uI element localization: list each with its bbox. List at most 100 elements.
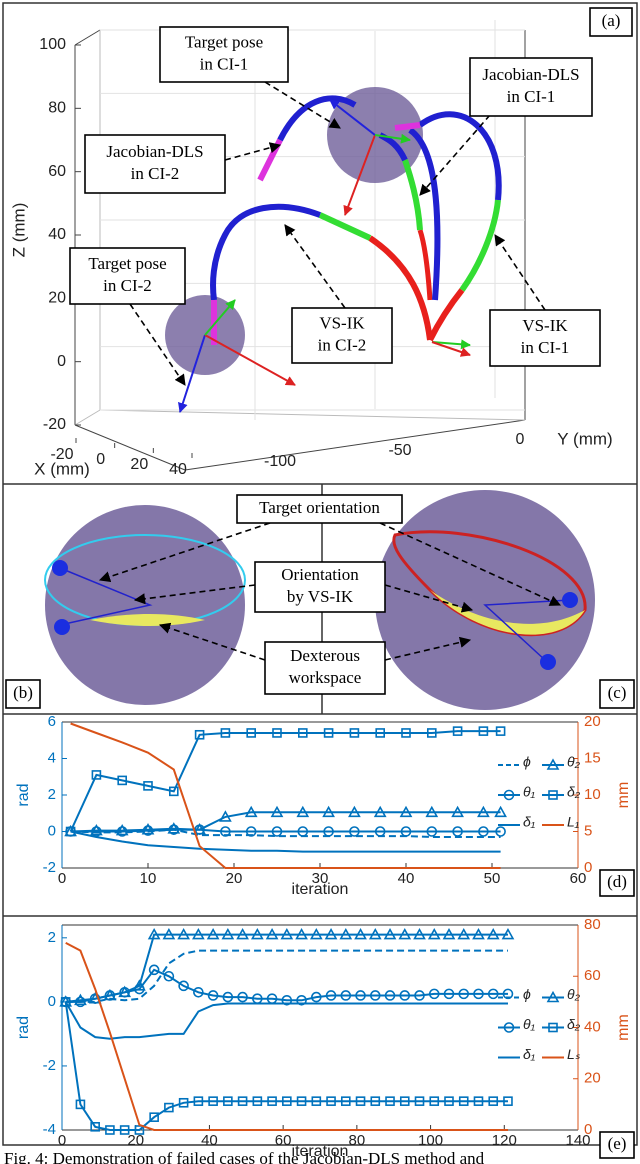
series-line <box>65 942 508 1131</box>
marker <box>443 988 455 1000</box>
z-tick-label: 60 <box>48 163 66 180</box>
legend-label: θ₁ <box>523 1016 536 1032</box>
legend-label: δ₂ <box>567 1016 581 1032</box>
marker <box>375 728 386 738</box>
marker <box>223 1096 233 1106</box>
y2-axis-label: mm <box>615 782 632 809</box>
marker <box>368 927 382 940</box>
marker <box>486 927 500 940</box>
marker <box>265 927 279 940</box>
z-tick-label: 0 <box>57 353 66 370</box>
annotation-text: Jacobian-DLS <box>106 142 203 161</box>
x-axis-label: iteration <box>292 1143 349 1160</box>
marker <box>245 826 257 837</box>
panel-label: (a) <box>602 11 621 30</box>
marker <box>427 927 441 940</box>
x-tick-label: 10 <box>140 870 157 887</box>
marker <box>271 826 283 837</box>
marker <box>220 728 231 738</box>
marker <box>401 728 411 738</box>
x-tick-label: 50 <box>484 870 501 887</box>
annotation-arrow <box>133 584 256 605</box>
marker <box>385 1096 395 1106</box>
annotation-box <box>69 247 186 305</box>
marker <box>429 1096 440 1106</box>
marker <box>400 826 412 837</box>
y-tick-label: -2 <box>43 859 56 876</box>
marker <box>398 927 412 940</box>
y-tick-label: 2 <box>48 786 56 803</box>
z-tick-label: -20 <box>43 416 66 433</box>
annotation-text: Jacobian-DLS <box>482 65 579 84</box>
marker <box>349 728 360 738</box>
marker <box>494 805 507 818</box>
y-tick-label: -50 <box>388 442 411 459</box>
annotation-text: in CI-1 <box>521 338 570 357</box>
annotation-text: VS-IK <box>319 313 365 332</box>
marker <box>149 1112 159 1122</box>
panel-label-box <box>589 7 633 37</box>
marker <box>221 927 235 940</box>
marker <box>414 1096 425 1106</box>
y-tick-label: 0 <box>516 431 525 448</box>
marker <box>296 994 307 1006</box>
annotation-text: in CI-1 <box>507 87 556 106</box>
x-tick-label: 60 <box>275 1132 292 1149</box>
marker <box>478 826 489 837</box>
y2-tick-label: 10 <box>584 786 601 803</box>
marker <box>383 927 397 940</box>
marker <box>296 805 310 818</box>
legend-marker <box>503 789 515 801</box>
marker <box>282 1096 292 1106</box>
marker <box>457 927 471 940</box>
marker <box>473 988 484 1000</box>
marker <box>323 728 334 738</box>
annotation-text: Target orientation <box>259 498 380 517</box>
x-tick-label: -20 <box>50 446 73 463</box>
legend-marker <box>548 790 558 800</box>
annotation-text: Dexterous <box>290 646 360 665</box>
annotation-arrow <box>384 584 474 613</box>
panel-label: (c) <box>608 683 627 702</box>
marker <box>487 988 499 1000</box>
marker <box>169 786 179 797</box>
marker <box>428 988 440 1000</box>
panel-label-box <box>599 1131 635 1159</box>
marker <box>472 927 485 940</box>
marker <box>75 996 86 1008</box>
annotation-text: in CI-2 <box>131 164 180 183</box>
marker <box>90 823 103 836</box>
marker <box>193 986 204 998</box>
y2-tick-label: 0 <box>584 859 592 876</box>
annotation-text: Target pose <box>185 32 263 51</box>
marker <box>339 927 353 940</box>
marker <box>311 1096 322 1106</box>
legend-label: θ₁ <box>523 784 536 800</box>
z-tick-label: 20 <box>48 290 66 307</box>
x-tick-label: 0 <box>96 451 105 468</box>
annotation-box <box>489 309 601 367</box>
y-tick-label: 2 <box>48 929 56 946</box>
marker <box>90 1121 100 1132</box>
panel-frames <box>2 2 638 1146</box>
marker <box>370 1096 381 1106</box>
legend-marker <box>503 1022 515 1033</box>
annotation-box <box>291 307 393 364</box>
marker <box>193 1096 204 1106</box>
marker <box>280 927 294 940</box>
z-tick-label: 40 <box>48 226 66 243</box>
y2-tick-label: 15 <box>584 749 601 766</box>
legend-label: δ₂ <box>567 784 581 800</box>
marker <box>192 927 205 940</box>
annotation-text: VS-IK <box>522 316 568 335</box>
marker <box>425 805 439 818</box>
marker <box>399 1096 410 1106</box>
annotation-box <box>264 641 386 695</box>
panel-label-box <box>599 679 635 709</box>
marker <box>147 927 161 940</box>
panel-label-box <box>599 869 635 897</box>
marker <box>250 927 264 940</box>
